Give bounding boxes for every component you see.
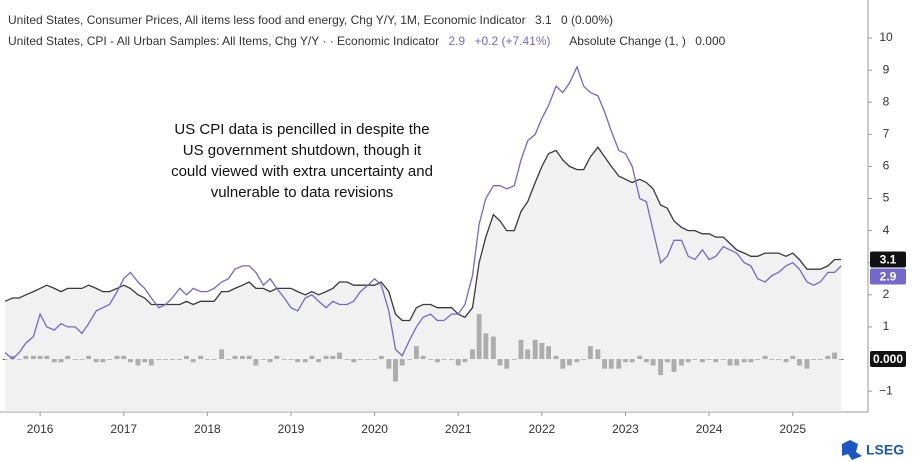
x-tick-label: 2021 [445,422,472,436]
y-tick-label: 5 [883,191,890,205]
y-tick-label: 1 [883,319,890,333]
legend-name: United States, CPI - All Urban Samples: … [8,34,440,48]
x-tick-label: 2019 [278,422,305,436]
y-tick-label: 8 [883,94,890,108]
legend-name: Absolute Change (1, ) [569,34,686,48]
legend-last: 3.1 [534,13,552,27]
value-badge [870,251,906,268]
value-badge-label: 0.000 [873,352,903,366]
x-tick-label: 2022 [529,422,556,436]
x-tick-label: 2025 [779,422,806,436]
legend-row: United States, Consumer Prices, All item… [8,10,731,31]
value-badge-label: 2.9 [880,270,897,284]
x-tick-label: 2018 [194,422,221,436]
legend-name: United States, Consumer Prices, All item… [8,13,526,27]
x-tick-label: 2017 [110,422,137,436]
value-badge [870,351,906,368]
logo-text: LSEG [866,442,904,458]
logo-icon [842,440,862,460]
legend-last: 0.000 [695,34,726,48]
y-tick-label: −1 [879,383,893,397]
bar [838,359,844,360]
legend-last: 2.9 [448,34,466,48]
annotation: US CPI data is pencilled in despite the [174,121,429,138]
area-fill [5,147,842,412]
annotation: vulnerable to data revisions [211,184,394,201]
y-tick-label: 10 [879,30,893,44]
line [4,65,842,360]
value-badge [870,268,906,285]
legend: United States, Consumer Prices, All item… [8,10,731,52]
value-badge-label: 3.1 [880,253,897,267]
y-tick-label: 9 [883,62,890,76]
line [4,146,842,322]
x-tick-label: 2020 [361,422,388,436]
annotation: US government shutdown, though it [183,142,422,159]
x-tick-label: 2016 [27,422,54,436]
x-tick-label: 2023 [612,422,639,436]
y-tick-label: 4 [883,223,890,237]
legend-change: 0 (0.00%) [560,13,613,27]
y-tick-label: 7 [883,127,890,141]
legend-change: +0.2 (+7.41%) [474,34,551,48]
y-tick-label: 6 [883,159,890,173]
x-tick-label: 2024 [696,422,723,436]
legend-row: United States, CPI - All Urban Samples: … [8,31,731,52]
y-tick-label: 2 [883,287,890,301]
annotation: could viewed with extra uncertainty and [171,163,433,180]
